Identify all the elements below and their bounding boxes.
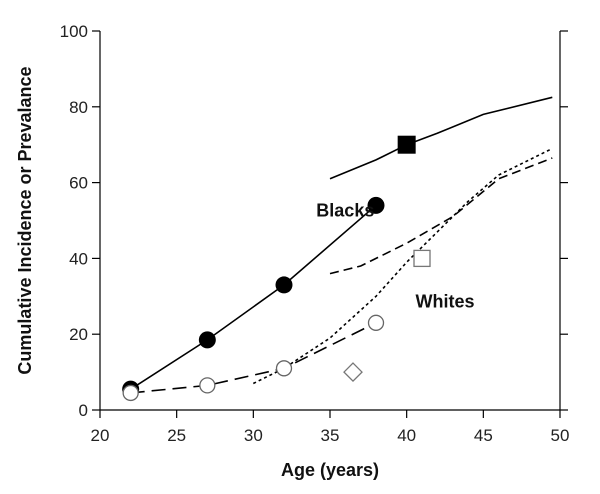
marker-layer: Blacks Whites xyxy=(122,135,475,402)
series-layer xyxy=(130,96,553,394)
y-tick-label: 60 xyxy=(69,174,88,193)
x-tick-label: 20 xyxy=(91,426,110,445)
open-diamond-point xyxy=(343,362,363,383)
x-tick-label: 50 xyxy=(551,426,570,445)
open-square-point xyxy=(413,249,431,268)
series-line-1 xyxy=(130,204,377,390)
annotation-whites: Whites xyxy=(415,292,474,312)
y-tick-label: 100 xyxy=(60,22,88,41)
x-tick-label: 45 xyxy=(474,426,493,445)
x-tick-label: 35 xyxy=(321,426,340,445)
filled-square-point xyxy=(397,135,416,154)
y-tick-label: 80 xyxy=(69,98,88,117)
y-tick-label: 40 xyxy=(69,249,88,268)
series-line-4 xyxy=(252,147,553,385)
open-circle-point xyxy=(199,377,216,394)
open-circle-point xyxy=(275,360,293,377)
x-axis-title: Age (years) xyxy=(281,460,379,480)
open-circle-point xyxy=(367,314,385,331)
x-tick-label: 40 xyxy=(397,426,416,445)
x-tick-label: 30 xyxy=(244,426,263,445)
series-line-3 xyxy=(329,96,553,180)
filled-circle-point xyxy=(367,196,385,214)
open-circle-point xyxy=(122,384,139,402)
y-tick-label: 0 xyxy=(79,401,88,420)
series-line-2 xyxy=(130,322,377,394)
y-tick-label: 20 xyxy=(69,325,88,344)
y-axis-title: Cumulative Incidence or Prevalance xyxy=(15,66,35,374)
filled-circle-point xyxy=(275,276,293,294)
x-tick-label: 25 xyxy=(167,426,186,445)
filled-circle-point xyxy=(198,331,216,349)
annotation-blacks: Blacks xyxy=(316,201,374,221)
